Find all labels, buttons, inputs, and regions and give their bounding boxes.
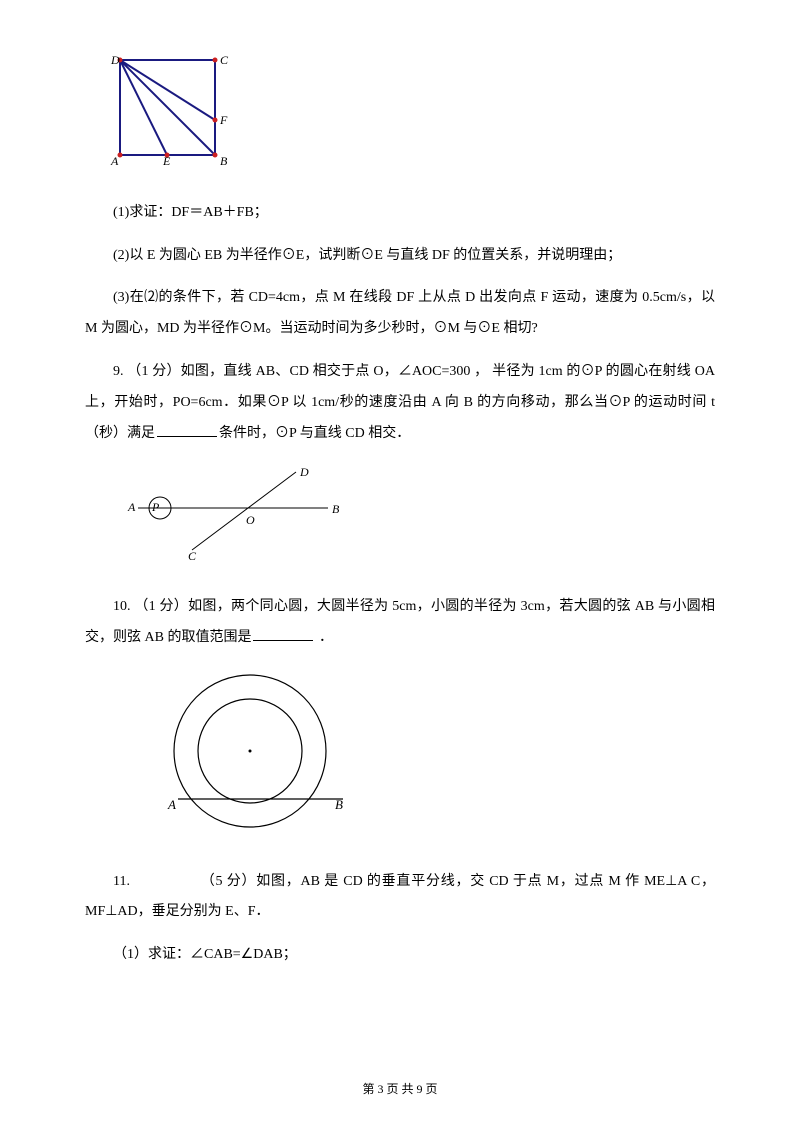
svg-text:E: E xyxy=(162,154,171,165)
svg-text:B: B xyxy=(332,502,340,516)
svg-text:P: P xyxy=(151,500,160,514)
svg-text:B: B xyxy=(220,154,228,165)
question-sub-1: (1)求证：DF＝AB＋FB； xyxy=(85,198,715,229)
svg-text:O: O xyxy=(246,513,255,527)
question-11: 11.（5 分）如图，AB 是 CD 的垂直平分线，交 CD 于点 M，过点 M… xyxy=(85,867,715,929)
svg-text:A: A xyxy=(110,154,119,165)
q10-text-a: 10. （1 分）如图，两个同心圆，大圆半径为 5cm，小圆的半径为 3cm，若… xyxy=(85,599,715,645)
svg-text:D: D xyxy=(110,53,120,67)
circles-svg: AB xyxy=(140,669,360,839)
q11-number: 11. xyxy=(113,874,130,889)
question-sub-3: (3)在⑵的条件下，若 CD=4cm，点 M 在线段 DF 上从点 D 出发向点… xyxy=(85,283,715,345)
footer-mid: 页 共 xyxy=(383,1082,416,1096)
figure-intersecting-lines: A B C D O P xyxy=(120,464,715,577)
figure-concentric-circles: AB xyxy=(140,669,715,852)
svg-text:F: F xyxy=(219,113,228,127)
q11-text: （5 分）如图，AB 是 CD 的垂直平分线，交 CD 于点 M，过点 M 作 … xyxy=(85,874,715,920)
q9-text-b: 条件时，⊙P 与直线 CD 相交． xyxy=(219,426,410,441)
page-footer: 第 3 页 共 9 页 xyxy=(0,1076,800,1102)
svg-text:B: B xyxy=(335,797,343,812)
svg-text:A: A xyxy=(167,797,176,812)
svg-text:C: C xyxy=(220,53,229,67)
footer-prefix: 第 xyxy=(362,1082,377,1096)
q10-text-b: ． xyxy=(315,630,333,645)
svg-text:D: D xyxy=(299,465,309,479)
question-9: 9. （1 分）如图，直线 AB、CD 相交于点 O，∠AOC=300 ， 半径… xyxy=(85,357,715,449)
question-10: 10. （1 分）如图，两个同心圆，大圆半径为 5cm，小圆的半径为 3cm，若… xyxy=(85,592,715,654)
lines-svg: A B C D O P xyxy=(120,464,350,564)
footer-suffix: 页 xyxy=(423,1082,438,1096)
blank-fill xyxy=(253,627,313,641)
svg-text:C: C xyxy=(188,549,197,563)
blank-fill xyxy=(157,423,217,437)
svg-text:A: A xyxy=(127,500,136,514)
question-sub-2: (2)以 E 为圆心 EB 为半径作⊙E，试判断⊙E 与直线 DF 的位置关系，… xyxy=(85,241,715,272)
question-11-sub-1: （1）求证：∠CAB=∠DAB； xyxy=(85,940,715,971)
figure-square-dcba: A B C D E F xyxy=(105,50,715,178)
square-svg: A B C D E F xyxy=(105,50,235,165)
